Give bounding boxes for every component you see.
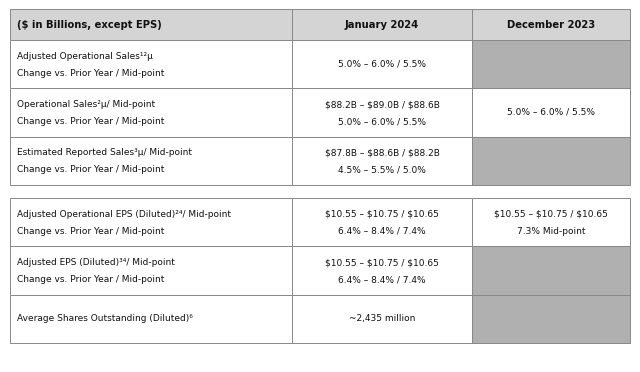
Bar	[292, 88, 472, 137]
Bar	[10, 246, 292, 295]
Text: 5.0% – 6.0% / 5.5%: 5.0% – 6.0% / 5.5%	[338, 117, 426, 126]
Text: Adjusted Operational EPS (Diluted)²⁴/ Mid-point: Adjusted Operational EPS (Diluted)²⁴/ Mi…	[17, 210, 230, 219]
Text: ~2,435 million: ~2,435 million	[349, 314, 415, 323]
Text: $87.8B – $88.6B / $88.2B: $87.8B – $88.6B / $88.2B	[324, 148, 440, 157]
Text: Operational Sales²µ/ Mid-point: Operational Sales²µ/ Mid-point	[17, 100, 155, 109]
Text: ($ in Billions, except EPS): ($ in Billions, except EPS)	[17, 20, 161, 29]
Text: 5.0% – 6.0% / 5.5%: 5.0% – 6.0% / 5.5%	[507, 108, 595, 117]
Bar	[472, 40, 630, 88]
Text: 5.0% – 6.0% / 5.5%: 5.0% – 6.0% / 5.5%	[338, 60, 426, 68]
Text: Change vs. Prior Year / Mid-point: Change vs. Prior Year / Mid-point	[17, 69, 164, 78]
Text: $10.55 – $10.75 / $10.65: $10.55 – $10.75 / $10.65	[325, 258, 439, 267]
Bar	[10, 295, 292, 343]
Text: $10.55 – $10.75 / $10.65: $10.55 – $10.75 / $10.65	[325, 210, 439, 219]
Bar	[472, 246, 630, 295]
Text: $88.2B – $89.0B / $88.6B: $88.2B – $89.0B / $88.6B	[324, 100, 440, 109]
Text: December 2023: December 2023	[507, 20, 595, 29]
Bar	[472, 198, 630, 246]
Bar	[10, 40, 292, 88]
Bar	[10, 9, 292, 40]
Bar	[292, 9, 472, 40]
Text: 4.5% – 5.5% / 5.0%: 4.5% – 5.5% / 5.0%	[338, 166, 426, 174]
Bar	[10, 88, 292, 137]
Text: Adjusted Operational Sales¹²µ: Adjusted Operational Sales¹²µ	[17, 52, 152, 61]
Bar	[292, 295, 472, 343]
Bar	[472, 295, 630, 343]
Bar	[292, 137, 472, 185]
Text: 6.4% – 8.4% / 7.4%: 6.4% – 8.4% / 7.4%	[338, 275, 426, 284]
Text: Change vs. Prior Year / Mid-point: Change vs. Prior Year / Mid-point	[17, 117, 164, 126]
Text: 7.3% Mid-point: 7.3% Mid-point	[516, 227, 585, 236]
Bar	[472, 137, 630, 185]
Text: 6.4% – 8.4% / 7.4%: 6.4% – 8.4% / 7.4%	[338, 227, 426, 236]
Text: Change vs. Prior Year / Mid-point: Change vs. Prior Year / Mid-point	[17, 275, 164, 284]
Text: $10.55 – $10.75 / $10.65: $10.55 – $10.75 / $10.65	[494, 210, 608, 219]
Bar	[292, 246, 472, 295]
Bar	[472, 9, 630, 40]
Bar	[10, 137, 292, 185]
Text: Adjusted EPS (Diluted)³⁴/ Mid-point: Adjusted EPS (Diluted)³⁴/ Mid-point	[17, 258, 175, 267]
Text: Change vs. Prior Year / Mid-point: Change vs. Prior Year / Mid-point	[17, 166, 164, 174]
Text: Change vs. Prior Year / Mid-point: Change vs. Prior Year / Mid-point	[17, 227, 164, 236]
Bar	[10, 198, 292, 246]
Text: Average Shares Outstanding (Diluted)⁶: Average Shares Outstanding (Diluted)⁶	[17, 314, 193, 323]
Bar	[292, 40, 472, 88]
Text: January 2024: January 2024	[345, 20, 419, 29]
Bar	[292, 198, 472, 246]
Bar	[472, 88, 630, 137]
Text: Estimated Reported Sales³µ/ Mid-point: Estimated Reported Sales³µ/ Mid-point	[17, 148, 191, 157]
